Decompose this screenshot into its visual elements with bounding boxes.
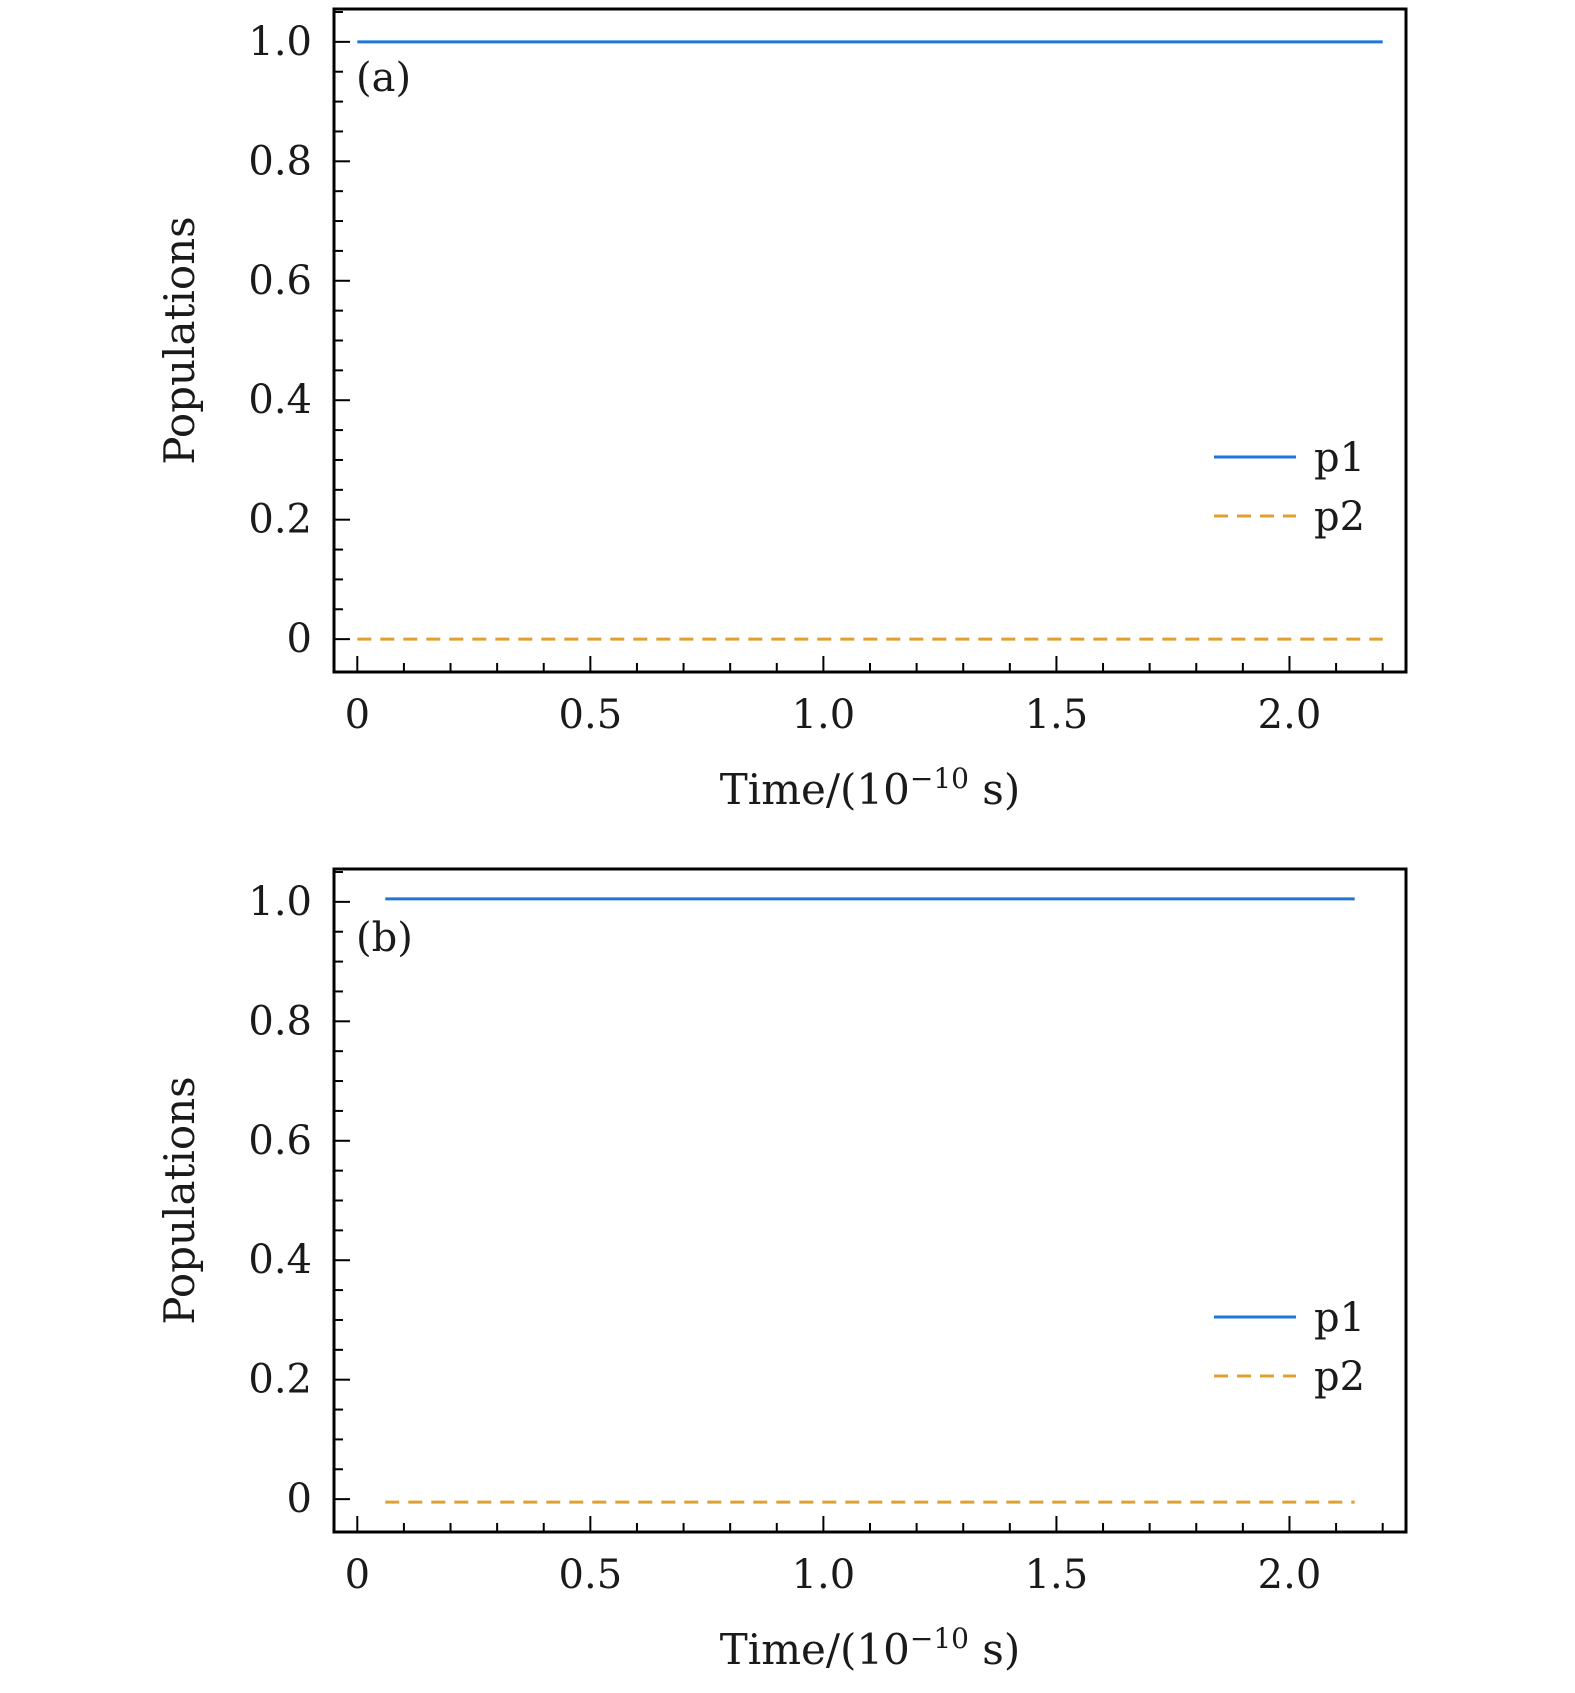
y-axis-label: Populations	[155, 216, 204, 464]
y-tick-label: 0.4	[248, 377, 312, 423]
panel-label: (a)	[356, 55, 411, 101]
y-tick-label: 1.0	[248, 19, 312, 65]
x-axis-label: Time/(10−10 s)	[720, 1622, 1021, 1674]
legend-label: p1	[1314, 1295, 1365, 1341]
y-tick-label: 0.2	[248, 497, 312, 543]
x-axis-label: Time/(10−10 s)	[720, 762, 1021, 814]
x-tick-label: 2.0	[1258, 692, 1322, 738]
y-tick-label: 1.0	[248, 879, 312, 925]
y-axis-label: Populations	[155, 1076, 204, 1324]
x-tick-label: 1.0	[792, 692, 856, 738]
x-tick-label: 1.5	[1025, 1552, 1089, 1598]
plot-frame	[332, 7, 1408, 674]
legend-label: p1	[1314, 435, 1365, 481]
plot-frame	[332, 867, 1408, 1534]
legend-label: p2	[1314, 1354, 1365, 1400]
x-tick-label: 0.5	[559, 692, 623, 738]
y-tick-label: 0	[287, 1476, 312, 1522]
panel-label: (b)	[356, 915, 413, 961]
y-tick-label: 0.6	[248, 258, 312, 304]
y-tick-label: 0.4	[248, 1237, 312, 1283]
x-tick-label: 0	[345, 692, 370, 738]
panel-a: 0 0.2 0.4 0.6 0.8 1.0 0 0.5 1.0 1.5 2.0 Time/(10−10…	[155, 7, 1408, 814]
panel-b: 0 0.2 0.4 0.6 0.8 1.0 0 0.5 1.0 1.5 2.0 Time/(10−10…	[155, 867, 1408, 1674]
x-tick-label: 1.0	[792, 1552, 856, 1598]
y-tick-label: 0	[287, 616, 312, 662]
y-tick-label: 0.8	[248, 998, 312, 1044]
legend-label: p2	[1314, 494, 1365, 540]
y-tick-label: 0.2	[248, 1357, 312, 1403]
y-tick-label: 0.8	[248, 138, 312, 184]
x-tick-label: 1.5	[1025, 692, 1089, 738]
x-tick-label: 0	[345, 1552, 370, 1598]
x-tick-label: 0.5	[559, 1552, 623, 1598]
y-tick-label: 0.6	[248, 1118, 312, 1164]
x-tick-label: 2.0	[1258, 1552, 1322, 1598]
